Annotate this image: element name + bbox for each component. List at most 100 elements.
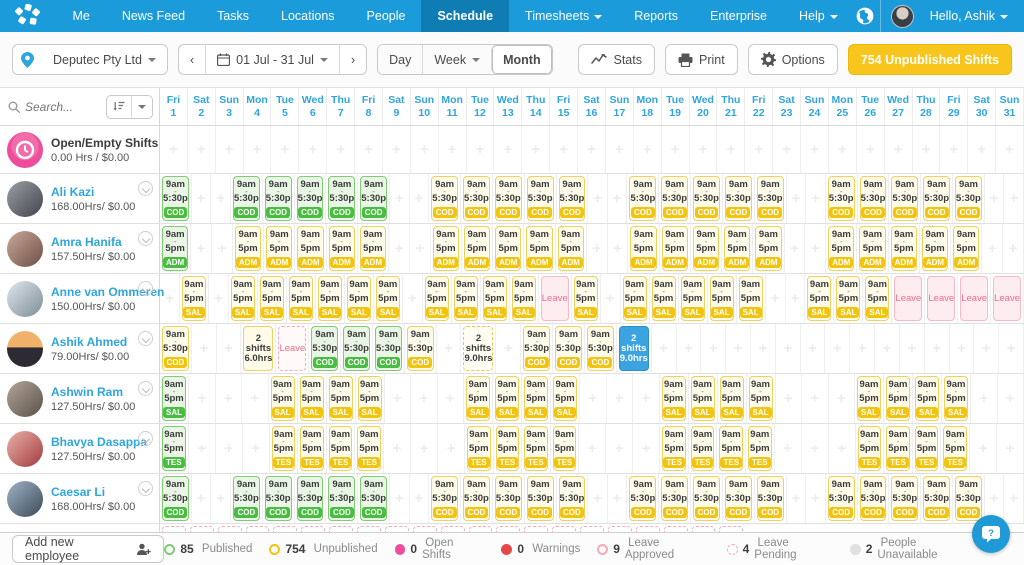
shift-cell-day-6[interactable]: 9am -5:30p COD [309, 324, 342, 373]
employee-name[interactable]: Amra Hanifa [51, 234, 122, 249]
unpublished-shift[interactable]: 9am -5pm SAL [553, 376, 577, 421]
unpublished-shift[interactable]: 9am -5pm SAL [661, 376, 686, 421]
day-header-14[interactable]: Thu 14 [522, 88, 551, 125]
unpublished-shift[interactable]: 9am -5:30p COD [494, 476, 522, 521]
empty-cell-day-30[interactable]: + [974, 324, 1000, 373]
shift-cell-day-22[interactable]: 9am -5pm ADM [753, 224, 785, 273]
shift-cell-day-15[interactable]: 9am -5:30p COD [557, 474, 589, 523]
unpublished-shift[interactable]: 9am -5:30p COD [558, 176, 586, 221]
options-button[interactable]: Options [747, 44, 838, 75]
shift-cell-day-11[interactable]: 9am -5pm SAL [423, 274, 452, 323]
empty-cell-day-16[interactable]: + [588, 474, 608, 523]
empty-cell-day-23[interactable]: + [773, 126, 802, 173]
empty-cell-day-24[interactable]: + [801, 126, 829, 173]
unpublished-shift[interactable]: 9am -5pm SAL [288, 276, 313, 321]
empty-cell-day-8[interactable]: + [355, 126, 383, 173]
empty-cell-day-17[interactable]: + [601, 274, 621, 323]
day-header-27[interactable]: Wed 27 [885, 88, 913, 125]
empty-cell-day-13[interactable]: + [494, 126, 523, 173]
shift-cell-day-6[interactable]: 9am -5pm SAL [298, 374, 327, 423]
unpublished-shift[interactable]: 9am -5pm ADM [432, 226, 459, 271]
shift-cell-day-14[interactable]: 9am -5:30p COD [525, 474, 557, 523]
shift-cell-day-29[interactable]: 9am -5pm ADM [951, 224, 983, 273]
day-header-19[interactable]: Tue 19 [662, 88, 690, 125]
shift-cell-day-22[interactable]: 9am -5pm SAL [747, 374, 776, 423]
empty-cell-day-7[interactable]: + [327, 126, 356, 173]
nav-item-tasks[interactable]: Tasks [201, 0, 265, 32]
shift-cell-day-18[interactable]: 9am -5pm ADM [628, 224, 660, 273]
shift-cell-day-7[interactable]: 9am -5:30p COD [326, 174, 359, 223]
shift-cell-day-14[interactable]: 9am -5pm TES [522, 424, 551, 473]
shift-cell-day-28[interactable]: 9am -5:30p COD [921, 474, 954, 523]
unpublished-shift[interactable]: 9am -5pm ADM [328, 226, 355, 271]
shift-cell-day-21[interactable]: 9am -5pm TES [717, 424, 747, 473]
shift-cell-day-7[interactable]: 9am -5pm TES [327, 424, 356, 473]
unpublished-shift[interactable]: 9am -5:30p COD [724, 476, 752, 521]
empty-cell-day-20[interactable]: + [726, 324, 752, 373]
shift-cell-day-27[interactable]: 9am -5pm TES [884, 424, 913, 473]
shift-cell-day-31[interactable]: Leave [991, 274, 1024, 323]
empty-cell-day-10[interactable]: + [410, 224, 431, 273]
empty-cell-day-31[interactable]: + [1003, 224, 1024, 273]
unpublished-shift[interactable]: 9am -5:30p COD [629, 476, 657, 521]
shift-cell-day-20[interactable]: 9am -5pm ADM [691, 224, 723, 273]
day-header-23[interactable]: Sat 23 [773, 88, 802, 125]
shift-cell-day-28[interactable]: 9am -5pm ADM [920, 224, 952, 273]
shift-cell-day-12[interactable]: 9am -5pm ADM [462, 224, 494, 273]
empty-cell-day-10[interactable]: + [410, 474, 430, 523]
empty-cell-day-24[interactable]: + [805, 224, 827, 273]
unpublished-shift[interactable]: 9am -5:30p COD [955, 476, 982, 521]
empty-cell-day-26[interactable]: + [857, 126, 885, 173]
unpublished-shift[interactable]: 9am -5pm ADM [234, 226, 262, 271]
unpublished-shift[interactable]: 9am -5pm ADM [692, 226, 720, 271]
unpublished-shift[interactable]: 9am -5pm SAL [346, 276, 371, 321]
empty-cell-day-25[interactable]: + [829, 424, 856, 473]
unpublished-shift[interactable]: 9am -5pm SAL [836, 276, 861, 321]
day-header-22[interactable]: Fri 22 [745, 88, 774, 125]
unpublished-shift[interactable]: 9am -5pm SAL [357, 376, 382, 421]
shift-cell-day-22[interactable]: 9am -5:30p COD [755, 474, 787, 523]
shift-cell-day-29[interactable]: Leave [925, 274, 959, 323]
shift-cell-day-13[interactable]: 9am -5pm ADM [493, 224, 525, 273]
day-header-26[interactable]: Tue 26 [857, 88, 885, 125]
shift-cell-day-12[interactable]: 9am -5:30p COD [461, 474, 493, 523]
employee-options-button[interactable] [138, 181, 153, 196]
unpublished-shift[interactable]: 9am -5pm TES [300, 426, 324, 471]
shift-cell-day-16[interactable]: 2 shifts 9.0hrs [617, 324, 652, 373]
unpublished-shift[interactable]: 9am -5pm SAL [690, 376, 715, 421]
empty-cell-day-30[interactable]: + [982, 224, 1004, 273]
empty-cell-day-2[interactable]: + [188, 126, 216, 173]
employee-name[interactable]: Caesar Li [51, 484, 106, 499]
unpublished-shift[interactable]: 9am -5pm SAL [524, 376, 548, 421]
shift-cell-day-26[interactable]: 9am -5pm TES [856, 424, 885, 473]
day-header-3[interactable]: Sun 3 [216, 88, 244, 125]
nav-item-schedule[interactable]: Schedule [421, 0, 510, 32]
empty-cell-day-30[interactable]: + [970, 424, 997, 473]
shift-cell-day-15[interactable]: 9am -5pm ADM [556, 224, 587, 273]
shift-cell-day-19[interactable]: 9am -5pm ADM [660, 224, 691, 273]
unpublished-shift[interactable]: 9am -5:30p COD [555, 326, 582, 371]
unpublished-shift[interactable]: 9am -5pm SAL [622, 276, 647, 321]
nav-item-reports[interactable]: Reports [618, 0, 694, 32]
empty-cell-day-18[interactable]: + [634, 126, 662, 173]
empty-cell-day-17[interactable]: + [606, 424, 634, 473]
published-shift[interactable]: 9am -5pm ADM [162, 226, 189, 271]
day-header-10[interactable]: Sun 10 [411, 88, 439, 125]
shift-cell-day-11[interactable]: 9am -5pm ADM [431, 224, 462, 273]
published-shift[interactable]: 9am -5:30p COD [232, 476, 260, 521]
date-range-button[interactable]: 01 Jul - 31 Jul [205, 45, 339, 74]
shift-cell-day-5[interactable]: 9am -5:30p COD [263, 174, 295, 223]
unpublished-shift[interactable]: 9am -5pm TES [914, 426, 939, 471]
unpublished-shift[interactable]: 9am -5pm ADM [495, 226, 522, 271]
unpublished-shift[interactable]: 9am -5:30p COD [463, 476, 490, 521]
empty-cell-day-28[interactable]: + [925, 324, 950, 373]
empty-cell-day-4[interactable]: + [243, 424, 270, 473]
empty-cell-day-23[interactable]: + [787, 174, 807, 223]
empty-cell-day-17[interactable]: + [607, 374, 633, 423]
empty-cell-day-3[interactable]: + [209, 274, 229, 323]
shift-cell-day-14[interactable]: 9am -5pm SAL [522, 374, 551, 423]
unpublished-shift[interactable]: 9am -5:30p COD [526, 476, 554, 521]
empty-cell-day-17[interactable]: + [608, 174, 628, 223]
unpublished-shift[interactable]: 9am -5:30p COD [526, 176, 554, 221]
day-header-12[interactable]: Tue 12 [467, 88, 495, 125]
